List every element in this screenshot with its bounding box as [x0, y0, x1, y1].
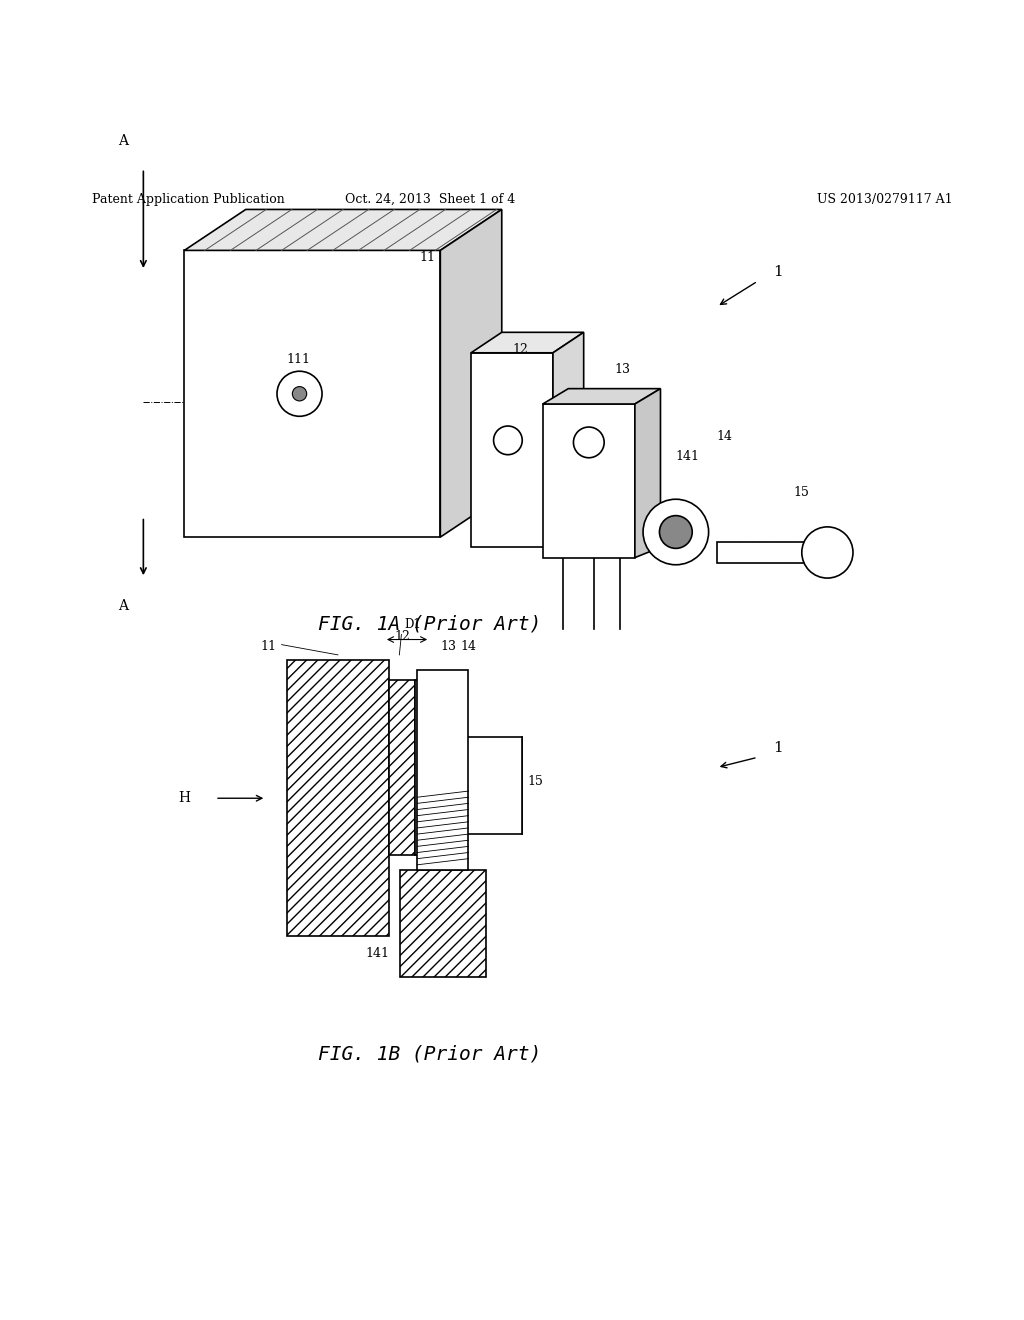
Text: 12: 12 [394, 630, 411, 643]
Text: A: A [118, 135, 128, 148]
Circle shape [276, 371, 322, 416]
Text: Patent Application Publication: Patent Application Publication [92, 193, 285, 206]
Polygon shape [635, 388, 660, 557]
Text: H: H [178, 791, 190, 805]
Text: FIG. 1A (Prior Art): FIG. 1A (Prior Art) [318, 615, 542, 634]
Polygon shape [471, 352, 553, 548]
Polygon shape [471, 333, 584, 352]
Circle shape [659, 516, 692, 548]
Text: 111: 111 [287, 352, 310, 366]
Polygon shape [415, 681, 435, 854]
Polygon shape [399, 870, 485, 977]
Text: 1: 1 [773, 265, 783, 279]
Text: US 2013/0279117 A1: US 2013/0279117 A1 [817, 193, 952, 206]
Text: 11: 11 [420, 251, 436, 264]
Polygon shape [553, 333, 584, 548]
Polygon shape [184, 251, 440, 537]
Text: 11: 11 [260, 640, 276, 653]
Text: FIG. 1B (Prior Art): FIG. 1B (Prior Art) [318, 1044, 542, 1064]
Text: 141: 141 [366, 946, 389, 960]
Text: A: A [118, 598, 128, 612]
Circle shape [802, 527, 853, 578]
Text: Oct. 24, 2013  Sheet 1 of 4: Oct. 24, 2013 Sheet 1 of 4 [345, 193, 515, 206]
Circle shape [494, 426, 522, 454]
Text: 13: 13 [614, 363, 631, 376]
Polygon shape [440, 210, 502, 537]
Text: 13: 13 [440, 640, 457, 653]
Polygon shape [543, 388, 660, 404]
Polygon shape [184, 210, 502, 251]
Polygon shape [389, 681, 415, 854]
Text: D1: D1 [404, 618, 421, 631]
Polygon shape [287, 660, 389, 936]
Circle shape [293, 387, 307, 401]
Text: 14: 14 [717, 430, 733, 442]
Text: 15: 15 [527, 775, 544, 788]
Circle shape [573, 428, 604, 458]
Polygon shape [418, 671, 469, 870]
Polygon shape [543, 404, 635, 557]
Text: 15: 15 [794, 486, 810, 499]
Circle shape [643, 499, 709, 565]
Polygon shape [440, 737, 522, 834]
Text: 141: 141 [676, 450, 699, 463]
Text: 1: 1 [773, 741, 783, 755]
Text: 14: 14 [461, 640, 477, 653]
Text: 12: 12 [512, 343, 528, 356]
Polygon shape [717, 543, 819, 562]
